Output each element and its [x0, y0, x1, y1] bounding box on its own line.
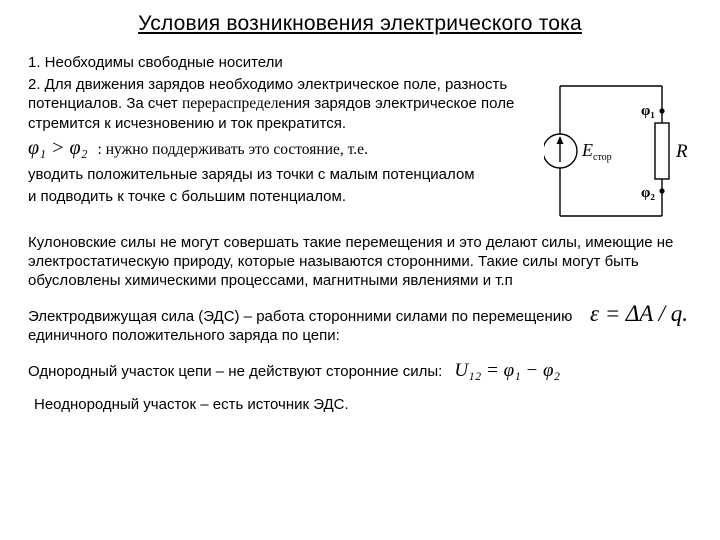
condition-2: 2. Для движения зарядов необходимо элект…	[28, 75, 540, 133]
paragraph-homogeneous: Однородный участок цепи – не действуют с…	[28, 362, 442, 381]
condition-1: 1. Необходимы свободные носители	[28, 53, 540, 72]
formula-u12: U₁₂ = φ₁ − φ₂	[448, 359, 560, 383]
circuit-diagram: E стор φ₁ φ₂ R	[544, 66, 692, 236]
condition-2-span: перераспределе	[182, 95, 285, 112]
label-phi2: φ₂	[641, 185, 655, 201]
label-R: R	[675, 141, 688, 162]
condition-3-line1: : нужно поддерживать это состояние, т.е.	[98, 140, 368, 160]
paragraph-coulomb: Кулоновские силы не могут совершать таки…	[28, 233, 692, 291]
paragraph-nonhomogeneous: Неоднородный участок – есть источник ЭДС…	[28, 395, 692, 414]
label-E-sub: стор	[593, 152, 612, 163]
condition-3-line3: и подводить к точке с большим потенциало…	[28, 187, 540, 206]
condition-3-line2: уводить положительные заряды из точки с …	[28, 165, 540, 184]
page-title: Условия возникновения электрического ток…	[28, 12, 692, 36]
label-phi1: φ₁	[641, 103, 655, 119]
label-E: E	[581, 140, 593, 160]
phi-inequality: φ₁ > φ₂	[28, 136, 94, 162]
paragraph-emf-lead: Электродвижущая сила (ЭДС) – работа стор…	[28, 307, 580, 345]
formula-emf: ε = ΔA / q.	[586, 299, 692, 328]
